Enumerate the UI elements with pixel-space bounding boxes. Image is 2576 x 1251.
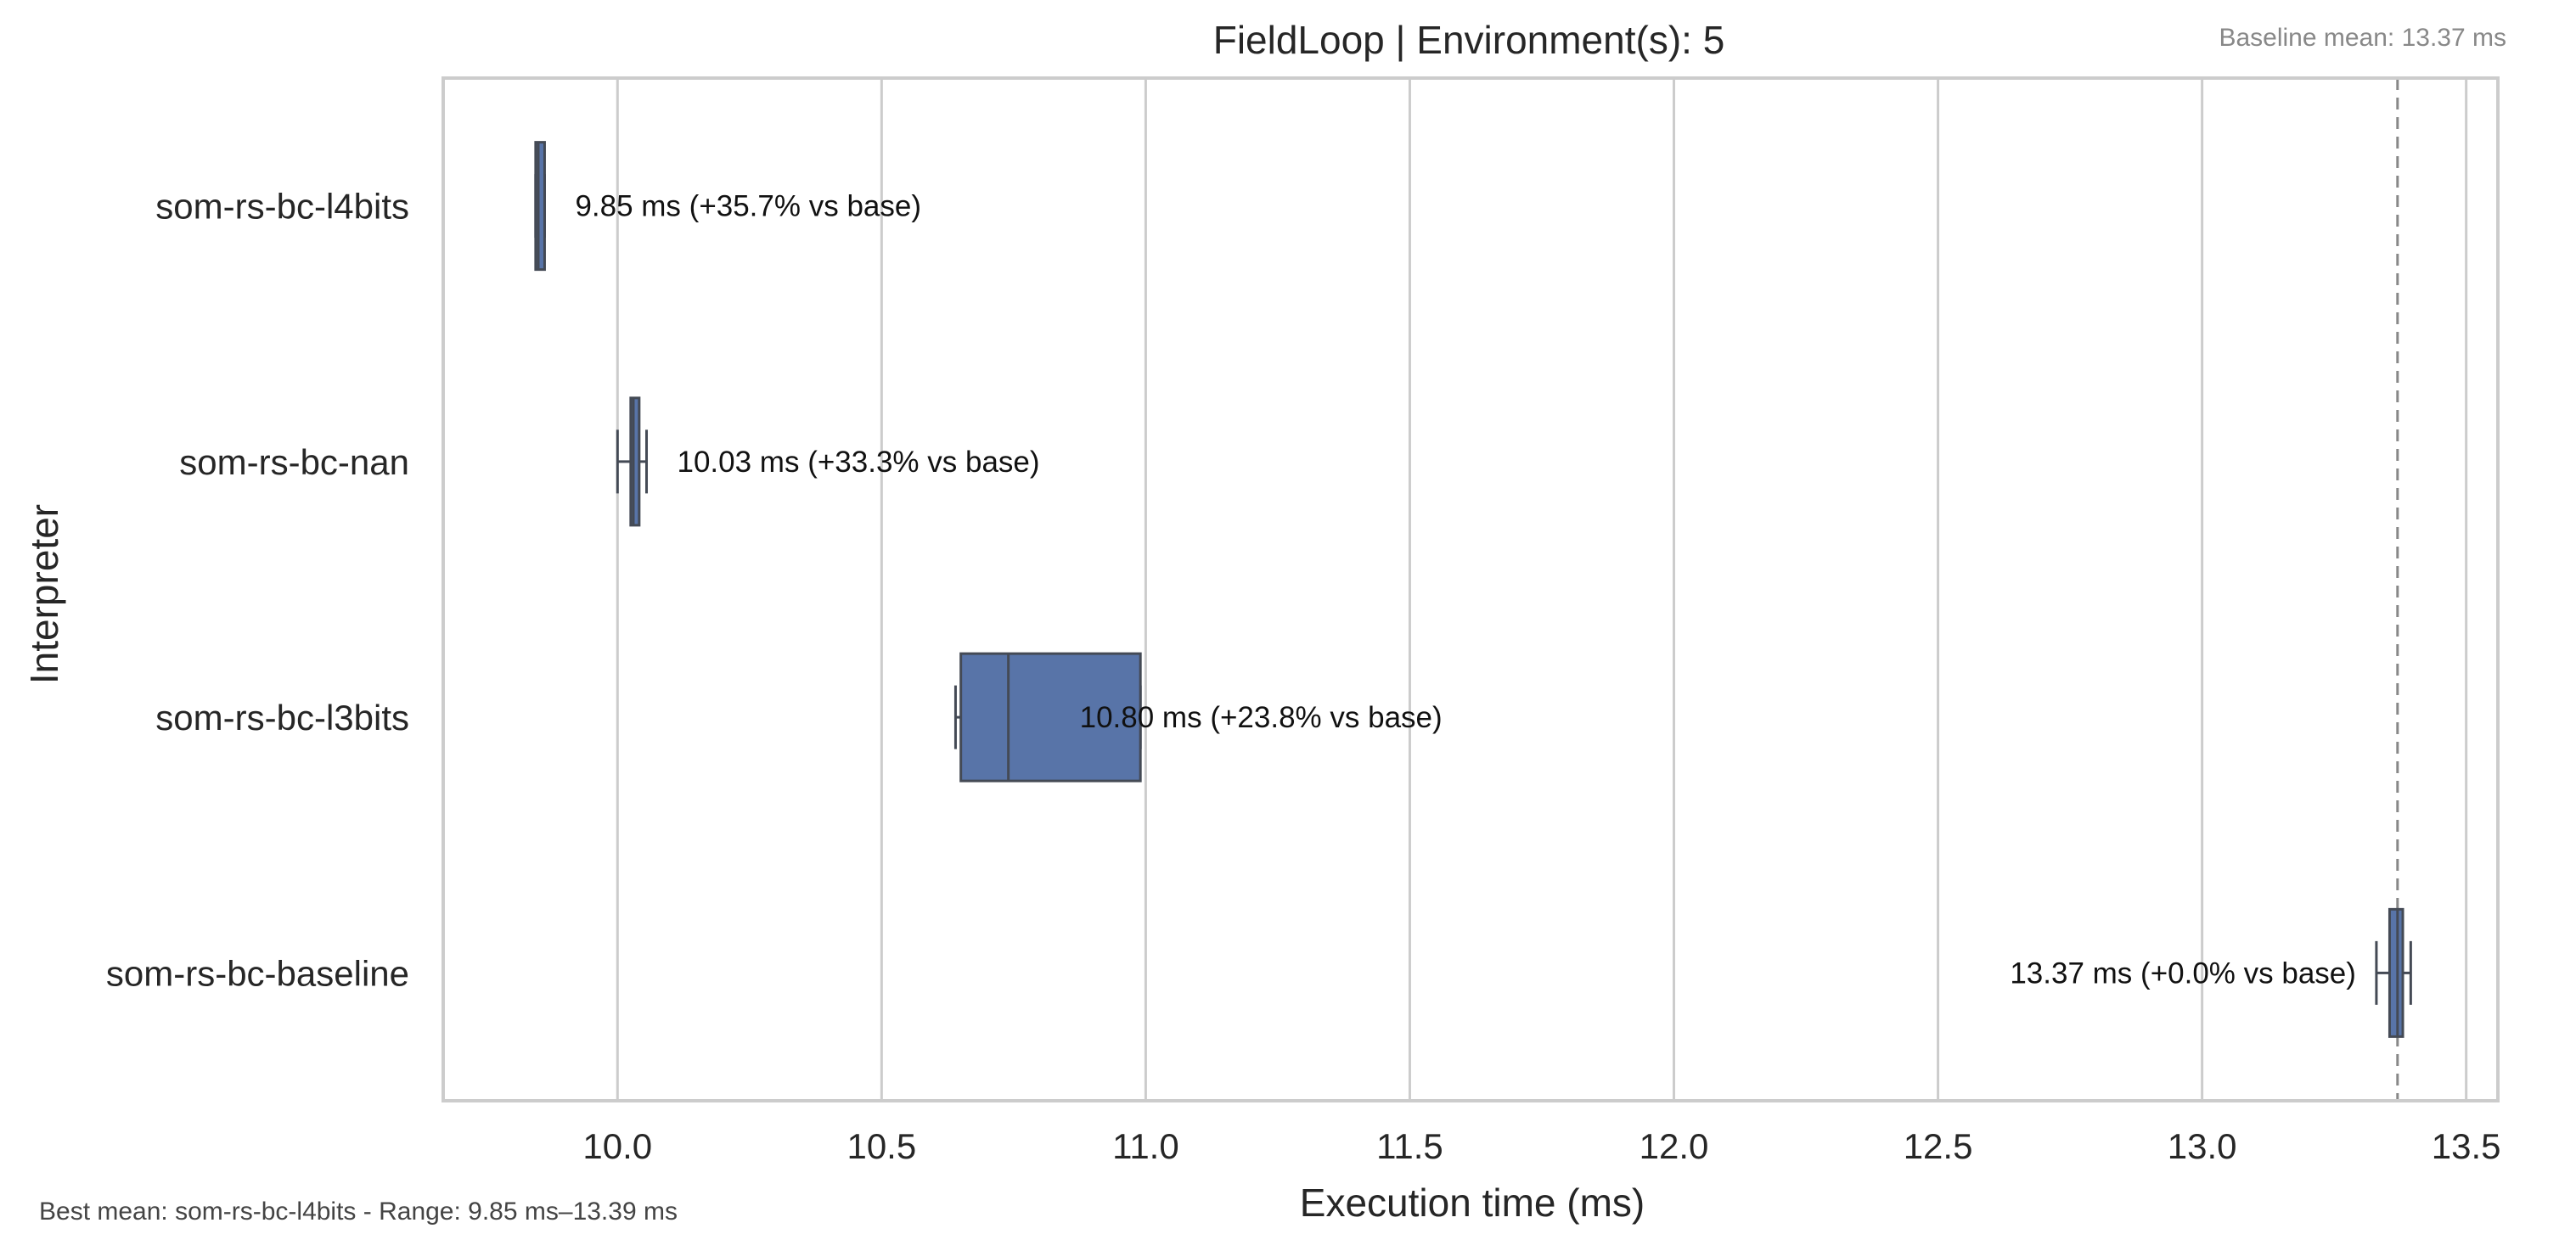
box-group [534, 141, 546, 272]
plot-frame [442, 76, 2500, 1102]
box-annotations: 9.85 ms (+35.7% vs base) 10.03 ms (+33.3%… [575, 190, 2355, 990]
annotation-backdrop [1166, 698, 1235, 737]
box-annotation: 10.03 ms (+33.3% vs base) [678, 446, 1040, 479]
box-annotation: 13.37 ms (+0.0% vs base) [2010, 956, 2356, 990]
y-tick-label: som-rs-bc-l4bits [155, 187, 409, 227]
box-group [616, 396, 649, 527]
x-tick-labels: 10.0 10.5 11.0 11.5 12.0 12.5 13.0 13.5 [582, 1126, 2500, 1166]
y-tick-labels: som-rs-bc-l4bits som-rs-bc-nan som-rs-bc-l… [106, 187, 409, 994]
box-iqr [2388, 907, 2404, 1038]
boxes [534, 141, 2412, 1038]
footer-note: Best mean: som-rs-bc-l4bits - Range: 9.8… [39, 1198, 678, 1226]
box-group [953, 652, 1142, 783]
box-annotation: 9.85 ms (+35.7% vs base) [575, 190, 921, 223]
x-tick-label: 12.5 [1904, 1126, 1973, 1166]
x-tick-label: 13.5 [2432, 1126, 2501, 1166]
y-tick-label: som-rs-bc-nan [179, 442, 409, 482]
x-tick-label: 12.0 [1640, 1126, 1709, 1166]
x-tick-label: 13.0 [2168, 1126, 2237, 1166]
y-tick-label: som-rs-bc-l3bits [155, 698, 409, 738]
baseline-mean-note: Baseline mean: 13.37 ms [2219, 24, 2506, 52]
box-iqr [959, 652, 1142, 783]
grid-lines [616, 78, 2468, 1101]
box-iqr [534, 141, 546, 272]
x-tick-label: 11.5 [1376, 1126, 1443, 1166]
chart-title: FieldLoop | Environment(s): 5 [1213, 18, 1725, 62]
x-tick-label: 10.0 [582, 1126, 652, 1166]
box-group [2375, 907, 2412, 1038]
y-tick-label: som-rs-bc-baseline [106, 953, 409, 993]
box-annotation: 10.80 ms (+23.8% vs base) [1080, 701, 1443, 734]
x-axis-label: Execution time (ms) [1300, 1181, 1645, 1225]
x-tick-label: 11.0 [1112, 1126, 1179, 1166]
box-iqr [629, 396, 641, 527]
x-tick-label: 10.5 [846, 1126, 916, 1166]
y-axis-label: Interpreter [22, 504, 66, 684]
